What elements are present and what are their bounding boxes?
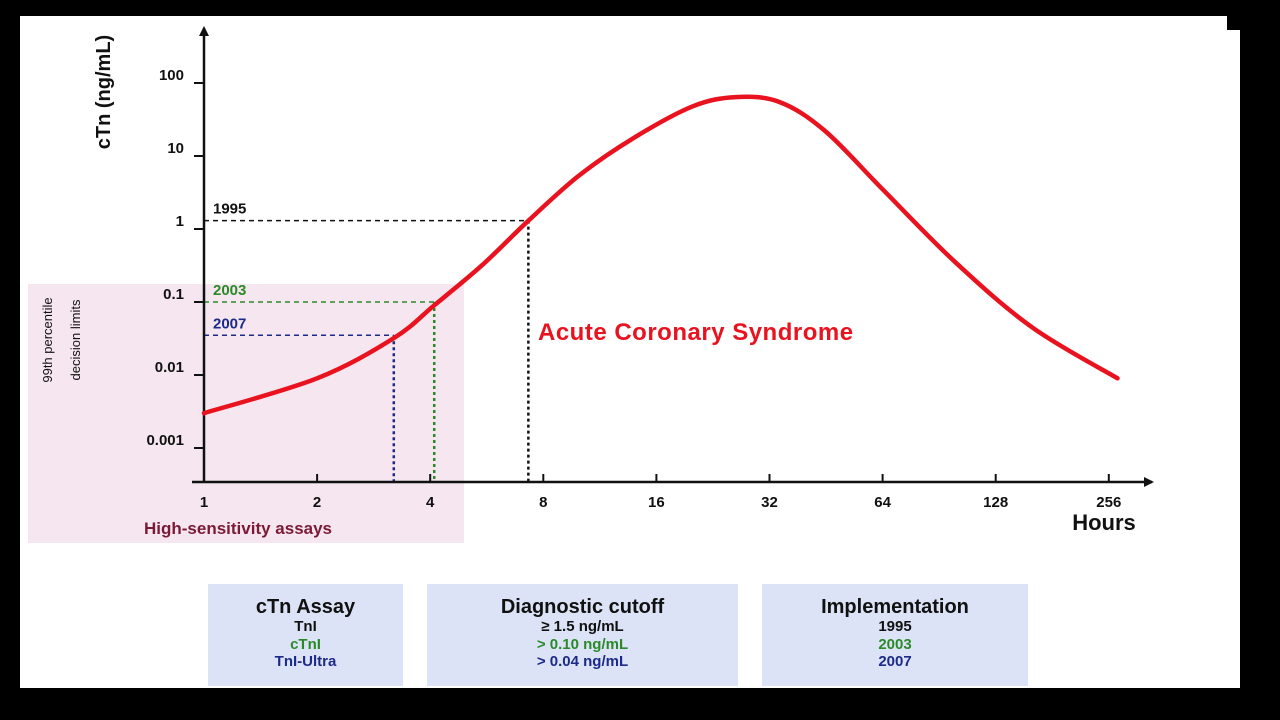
x-tick-label: 64	[874, 494, 891, 511]
slide-corner	[1227, 0, 1280, 30]
side-label-line-2: decision limits	[68, 299, 83, 380]
ref-label-1995: 1995	[213, 201, 246, 218]
table-cell: 2003	[878, 635, 912, 653]
x-tick-label: 4	[426, 494, 435, 511]
table-cell: 1995	[878, 618, 912, 635]
side-label-line-1: 99th percentile	[40, 297, 55, 382]
x-tick-label: 1	[200, 494, 208, 511]
x-axis-label: Hours	[1072, 510, 1136, 535]
table-cell: TnI-Ultra	[274, 653, 337, 670]
table-cell: > 0.04 ng/mL	[536, 653, 629, 670]
table-cell: cTnI	[290, 635, 321, 653]
curve-label: Acute Coronary Syndrome	[538, 319, 854, 346]
ref-label-2003: 2003	[213, 282, 246, 299]
table-column-implementation: Implementation 1995 2003 2007	[762, 584, 1028, 686]
x-tick-label: 16	[648, 494, 665, 511]
x-tick-label: 256	[1096, 494, 1121, 511]
shaded-region-label: High-sensitivity assays	[144, 519, 332, 538]
column-header: Diagnostic cutoff	[500, 596, 665, 618]
x-tick-label: 8	[539, 494, 547, 511]
tick-labels: 1 2 4 8 16 32 64 128 256 0.001 0.01 0.1 1 10 100	[146, 67, 1121, 511]
table-cell: ≥ 1.5 ng/mL	[541, 618, 624, 635]
y-tick-label: 0.001	[146, 432, 184, 449]
shaded-region	[28, 284, 464, 543]
table-cell: TnI	[294, 618, 317, 635]
series-line-acs	[201, 94, 1120, 416]
ref-label-2007: 2007	[213, 315, 246, 332]
y-axis-label: cTn (ng/mL)	[93, 35, 115, 149]
table-cell: > 0.10 ng/mL	[536, 635, 629, 653]
y-tick-label: 100	[159, 67, 184, 84]
table-cell: 2007	[878, 653, 912, 670]
table-column-assay: cTn Assay TnI cTnI TnI-Ultra	[208, 584, 403, 686]
x-tick-label: 128	[983, 494, 1008, 511]
y-tick-label: 0.1	[163, 286, 184, 303]
column-header: cTn Assay	[255, 596, 356, 618]
y-tick-label: 1	[176, 213, 184, 230]
x-tick-label: 32	[761, 494, 778, 511]
y-tick-label: 0.01	[155, 359, 184, 376]
side-label: 99th percentile decision limits	[40, 297, 83, 382]
column-header: Implementation	[821, 596, 969, 618]
x-tick-label: 2	[313, 494, 321, 511]
y-tick-label: 10	[167, 140, 184, 157]
table-column-cutoff: Diagnostic cutoff ≥ 1.5 ng/mL > 0.10 ng/…	[427, 584, 738, 686]
reference-lines: 1995 2003 2007	[204, 201, 530, 482]
axes	[192, 26, 1154, 487]
